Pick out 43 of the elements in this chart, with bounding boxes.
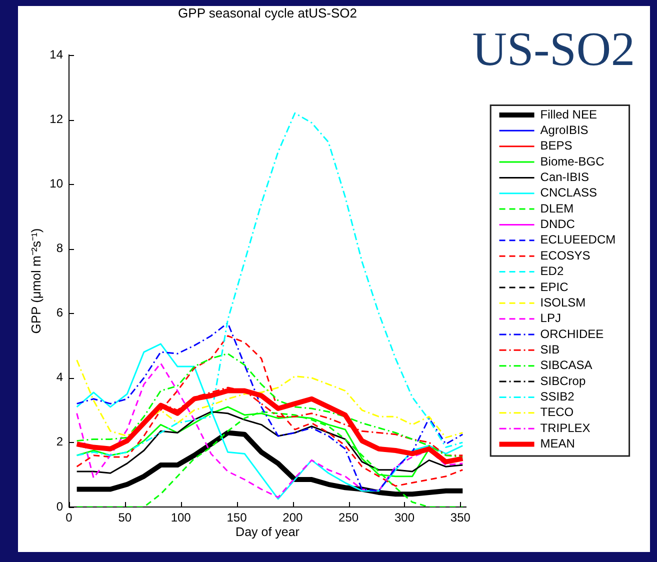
legend-label: SIBCrop [540, 374, 586, 388]
y-tick-label: 10 [50, 176, 64, 190]
legend-label: ORCHIDEE [540, 326, 604, 341]
x-tick-label: 200 [282, 510, 303, 525]
text: US-SO2 [472, 23, 635, 76]
line-series [76, 359, 464, 438]
legend-label: SSIB2 [540, 390, 575, 404]
legend-label: ECLUEEDCM [540, 232, 616, 247]
legend-label: DNDC [540, 217, 576, 232]
legend-label: SIBCASA [540, 358, 592, 372]
chart-title: GPP seasonal cycle atUS-SO2 [178, 5, 357, 20]
legend-label: TRIPLEX [540, 420, 590, 435]
y-tick-label: 6 [56, 306, 64, 320]
y-tick-label: 14 [50, 47, 64, 62]
legend-label: TECO [540, 405, 574, 420]
legend-label: ECOSYS [540, 248, 590, 262]
legend-label: AgroIBIS [540, 122, 588, 137]
x-tick-label: 100 [170, 510, 192, 525]
y-tick-label: 12 [50, 112, 64, 126]
x-tick-label: 350 [450, 510, 471, 525]
legend-label: DLEM [540, 201, 574, 216]
x-axis-title: Day of year [236, 524, 300, 539]
legend-label: MEAN [540, 436, 575, 451]
legend-label: BEPS [540, 138, 572, 153]
y-axis-title: GPP (μmol m⁻²s⁻¹) [28, 228, 44, 334]
legend-label: SIB [540, 342, 560, 356]
y-tick-label: 0 [56, 499, 64, 514]
legend-label: Biome-BGC [540, 154, 605, 168]
legend-label: Can-IBIS [540, 170, 589, 184]
legend-label: Filled NEE [540, 107, 597, 122]
x-tick-label: 300 [394, 510, 415, 525]
x-tick-label: 150 [226, 510, 248, 525]
legend-label: EPIC [540, 280, 569, 294]
legend-label: CNCLASS [540, 186, 597, 200]
y-tick-label: 4 [56, 370, 64, 384]
legend-label: LPJ [540, 311, 561, 326]
legend-label: ED2 [540, 264, 564, 278]
x-tick-label: 50 [118, 510, 132, 525]
x-tick-label: 0 [66, 510, 73, 525]
y-tick-label: 8 [56, 241, 64, 256]
x-tick-label: 250 [338, 510, 359, 525]
legend-label: ISOLSM [540, 295, 586, 310]
y-tick-label: 2 [56, 434, 64, 449]
